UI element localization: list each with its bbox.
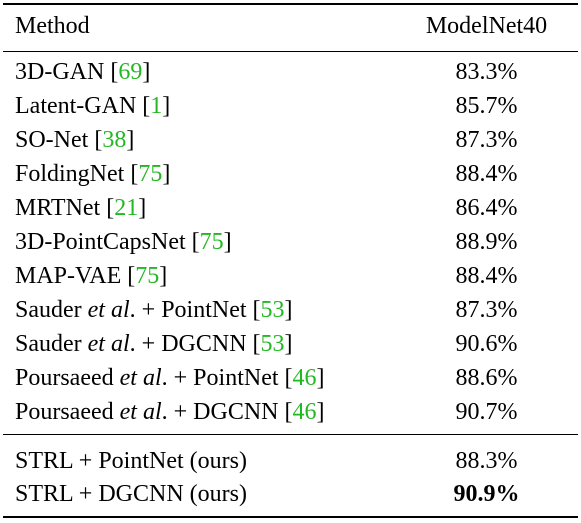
citation-ref: 46 [292,399,317,425]
method-suffix: . + PointNet [129,297,247,323]
accuracy-value: 88.4% [455,263,518,289]
citation-ref: 75 [135,263,160,289]
header-dataset: ModelNet40 [425,13,548,39]
bottom-rule [3,516,578,518]
accuracy-value: 88.9% [455,229,518,255]
accuracy-value: 90.7% [455,399,518,425]
method-cell: Sauder et al. + PointNet [53] [15,297,293,323]
header-method: Method [15,13,90,39]
table-row: 3D-GAN [69] 83.3% [0,56,581,88]
citation-ref: 38 [102,127,127,153]
accuracy-value: 88.3% [455,448,518,474]
table-row: Latent-GAN [1] 85.7% [0,90,581,122]
accuracy-value: 87.3% [455,127,518,153]
method-suffix: . + DGCNN [161,399,279,425]
method-cell: 3D-PointCapsNet [75] [15,229,232,255]
method-name: 3D-PointCapsNet [15,229,186,255]
method-et-al: et al [87,331,130,357]
table-row: Poursaeed et al. + DGCNN [46] 90.7% [0,396,581,428]
method-name: STRL + PointNet (ours) [15,448,247,474]
table-row: 3D-PointCapsNet [75] 88.9% [0,226,581,258]
separator-rule [3,434,578,435]
top-rule [3,3,578,5]
header-rule [3,51,578,52]
method-cell: FoldingNet [75] [15,161,171,187]
table-row: MAP-VAE [75] 88.4% [0,260,581,292]
citation-ref: 21 [114,195,139,221]
method-name: SO-Net [15,127,89,153]
table-row-ours: STRL + PointNet (ours) 88.3% [0,445,581,477]
table-row: MRTNet [21] 86.4% [0,192,581,224]
citation-ref: 46 [292,365,317,391]
citation-ref: 53 [260,331,285,357]
table-row: Sauder et al. + PointNet [53] 87.3% [0,294,581,326]
method-name: MAP-VAE [15,263,122,289]
table-row: Sauder et al. + DGCNN [53] 90.6% [0,328,581,360]
method-cell: 3D-GAN [69] [15,59,151,85]
method-name: Poursaeed [15,399,114,425]
citation-ref: 53 [260,297,285,323]
citation-ref: 69 [118,59,143,85]
table-row-ours: STRL + DGCNN (ours) 90.9% [0,478,581,510]
method-et-al: et al [87,297,130,323]
method-name: STRL + DGCNN (ours) [15,481,247,507]
accuracy-value: 90.6% [455,331,518,357]
table-row: FoldingNet [75] 88.4% [0,158,581,190]
accuracy-value: 85.7% [455,93,518,119]
method-name: MRTNet [15,195,101,221]
citation-ref: 1 [150,93,163,119]
citation-ref: 75 [138,161,163,187]
accuracy-value: 86.4% [455,195,518,221]
method-name: 3D-GAN [15,59,105,85]
accuracy-value: 83.3% [455,59,518,85]
method-suffix: . + PointNet [161,365,279,391]
method-name: Sauder [15,297,82,323]
method-suffix: . + DGCNN [129,331,247,357]
method-name: Latent-GAN [15,93,137,119]
method-cell: MRTNet [21] [15,195,147,221]
table-row: SO-Net [38] 87.3% [0,124,581,156]
header-row: Method ModelNet40 [0,10,581,42]
method-cell: MAP-VAE [75] [15,263,168,289]
accuracy-value: 88.4% [455,161,518,187]
accuracy-value: 87.3% [455,297,518,323]
method-cell: Latent-GAN [1] [15,93,171,119]
accuracy-value: 88.6% [455,365,518,391]
method-cell: Poursaeed et al. + DGCNN [46] [15,399,325,425]
method-et-al: et al [119,365,162,391]
method-cell: Sauder et al. + DGCNN [53] [15,331,293,357]
method-name: FoldingNet [15,161,125,187]
method-cell: SO-Net [38] [15,127,135,153]
method-name: Poursaeed [15,365,114,391]
method-et-al: et al [119,399,162,425]
accuracy-value: 90.9% [453,481,520,507]
method-name: Sauder [15,331,82,357]
table-row: Poursaeed et al. + PointNet [46] 88.6% [0,362,581,394]
citation-ref: 75 [199,229,224,255]
method-cell: Poursaeed et al. + PointNet [46] [15,365,325,391]
